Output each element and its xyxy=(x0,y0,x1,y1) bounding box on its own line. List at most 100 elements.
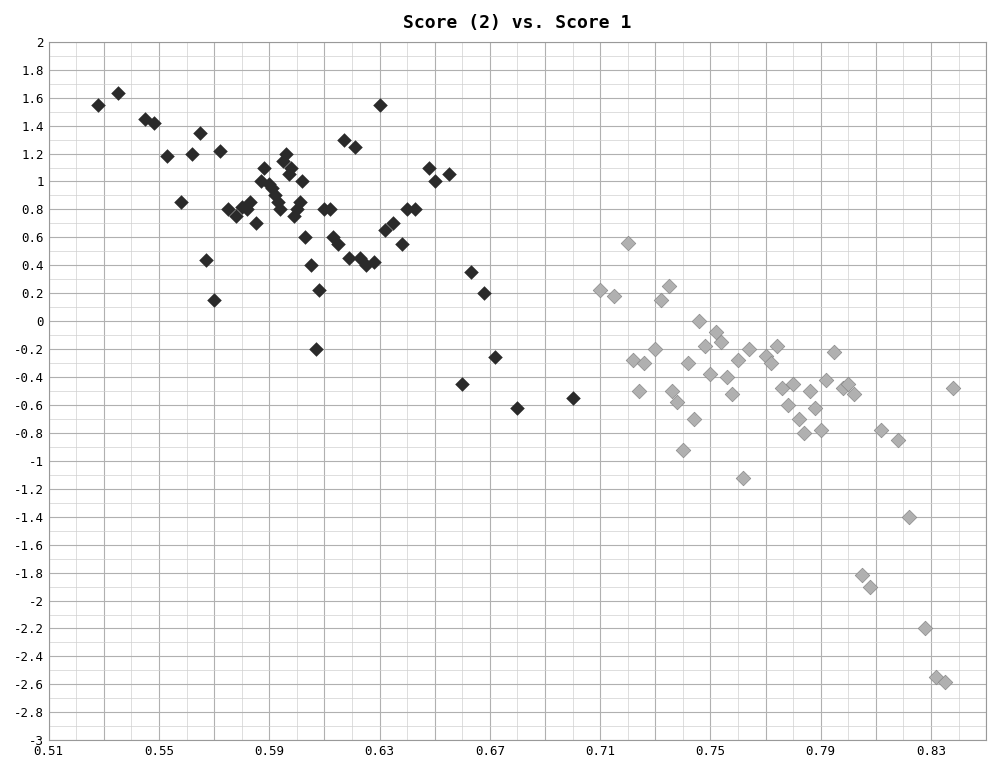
Point xyxy=(730,354,746,367)
Point xyxy=(267,189,283,201)
Point xyxy=(476,287,492,300)
Point xyxy=(890,434,906,446)
Point xyxy=(774,382,790,394)
Point xyxy=(454,378,470,390)
Point xyxy=(697,340,713,353)
Point xyxy=(385,217,401,229)
Point xyxy=(565,392,581,405)
Point xyxy=(270,196,286,208)
Point xyxy=(463,266,479,279)
Point xyxy=(292,196,308,208)
Point xyxy=(407,203,423,215)
Point xyxy=(377,224,393,236)
Point xyxy=(322,203,338,215)
Point xyxy=(256,161,272,174)
Point xyxy=(840,378,856,390)
Point xyxy=(917,622,933,635)
Point xyxy=(248,217,264,229)
Point xyxy=(234,201,250,213)
Point xyxy=(303,259,319,272)
Point xyxy=(286,210,302,222)
Point xyxy=(724,388,740,400)
Point xyxy=(653,294,669,306)
Point xyxy=(192,127,208,139)
Point xyxy=(818,374,834,386)
Point xyxy=(427,175,443,188)
Point xyxy=(399,203,415,215)
Point xyxy=(945,382,961,394)
Point xyxy=(713,336,729,348)
Point xyxy=(606,290,622,302)
Point xyxy=(708,326,724,338)
Point xyxy=(316,203,332,215)
Point xyxy=(509,401,525,414)
Point xyxy=(421,161,437,174)
Point xyxy=(366,256,382,269)
Point xyxy=(90,99,106,111)
Point xyxy=(358,259,374,272)
Point xyxy=(620,237,636,249)
Point xyxy=(264,182,280,195)
Point xyxy=(441,168,457,181)
Point xyxy=(664,384,680,397)
Point xyxy=(146,117,162,129)
Point xyxy=(487,351,503,364)
Point xyxy=(702,368,718,381)
Point xyxy=(686,413,702,425)
Point xyxy=(272,203,288,215)
Point xyxy=(372,99,388,111)
Point xyxy=(253,175,269,188)
Point xyxy=(281,168,297,181)
Point xyxy=(928,671,944,683)
Point xyxy=(336,134,352,146)
Point xyxy=(791,413,807,425)
Point xyxy=(758,350,774,362)
Point xyxy=(212,144,228,157)
Point xyxy=(802,384,818,397)
Point xyxy=(937,676,953,688)
Point xyxy=(325,231,341,243)
Point xyxy=(220,203,236,215)
Point xyxy=(352,252,368,265)
Point xyxy=(846,388,862,400)
Point xyxy=(278,147,294,160)
Point xyxy=(198,253,214,266)
Point xyxy=(206,294,222,306)
Point xyxy=(807,401,823,414)
Point xyxy=(184,147,200,160)
Point xyxy=(275,154,291,167)
Point xyxy=(647,343,663,355)
Point xyxy=(289,203,305,215)
Point xyxy=(769,340,785,353)
Point xyxy=(901,510,917,523)
Point xyxy=(311,284,327,296)
Point xyxy=(785,378,801,390)
Point xyxy=(239,203,255,215)
Point xyxy=(862,581,878,593)
Point xyxy=(173,196,189,208)
Point xyxy=(763,357,779,369)
Point xyxy=(796,427,812,439)
Point xyxy=(294,175,310,188)
Point xyxy=(826,346,842,358)
Point xyxy=(680,357,696,369)
Point xyxy=(854,569,870,581)
Point xyxy=(675,443,691,455)
Point xyxy=(661,280,677,293)
Point xyxy=(159,150,175,162)
Point xyxy=(835,382,851,394)
Point xyxy=(283,161,299,174)
Point xyxy=(719,371,735,383)
Point xyxy=(308,343,324,355)
Point xyxy=(813,424,829,436)
Point xyxy=(735,472,751,484)
Point xyxy=(780,399,796,411)
Point xyxy=(261,178,277,191)
Point xyxy=(592,284,608,296)
Title: Score (2) vs. Score 1: Score (2) vs. Score 1 xyxy=(403,14,632,32)
Point xyxy=(669,396,685,408)
Point xyxy=(137,113,153,125)
Point xyxy=(625,354,641,367)
Point xyxy=(242,196,258,208)
Point xyxy=(691,315,707,327)
